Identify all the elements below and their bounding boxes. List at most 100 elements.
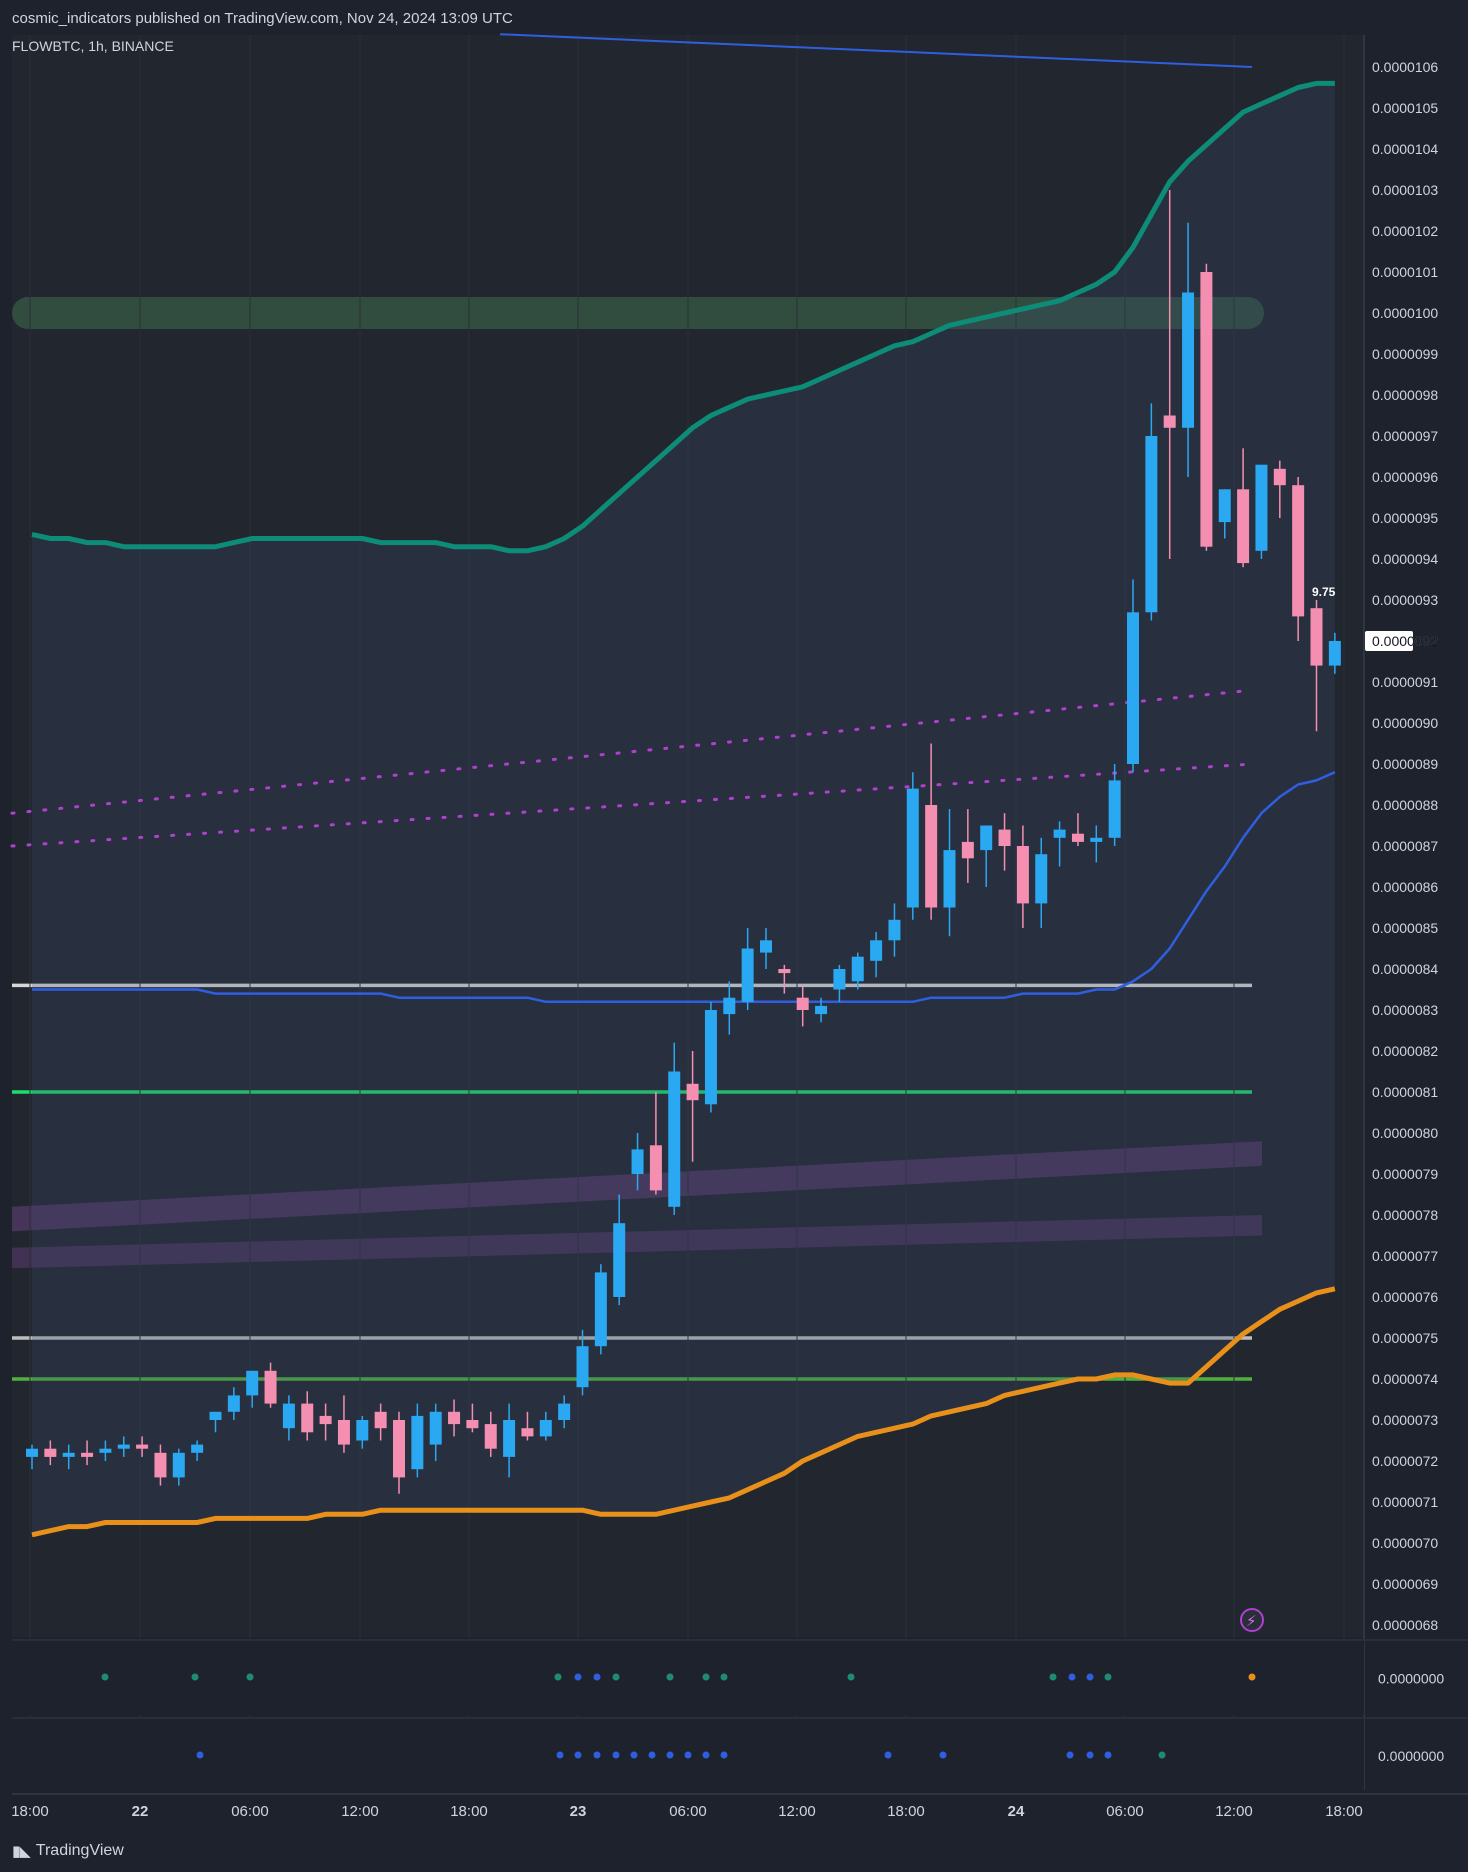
candle [1255, 464, 1268, 559]
price-tick-label: 0.0000103 [1372, 182, 1438, 198]
candle-body [704, 1010, 717, 1105]
signal-dot-1 [246, 1673, 254, 1681]
signal-dot-1 [612, 1673, 620, 1681]
price-tick-label: 0.0000081 [1372, 1084, 1438, 1100]
candle-body [723, 997, 736, 1015]
candle-body [1273, 468, 1286, 486]
signal-dot-1 [666, 1673, 674, 1681]
candle-body [796, 997, 809, 1010]
candle-body [319, 1415, 332, 1425]
candle-body [264, 1370, 277, 1404]
candle-body [1071, 833, 1084, 842]
candle-body [448, 1411, 461, 1425]
candle [888, 903, 901, 957]
candle-body [117, 1444, 130, 1449]
candle-body [1292, 485, 1305, 617]
candle [1053, 821, 1066, 867]
time-tick-label: 12:00 [341, 1803, 379, 1820]
candle-body [411, 1415, 424, 1470]
time-tick-label: 06:00 [1106, 1803, 1144, 1820]
candle-body [1255, 464, 1268, 551]
price-tick-label: 0.0000071 [1372, 1494, 1438, 1510]
price-tick-label: 0.0000076 [1372, 1289, 1438, 1305]
candle-body [26, 1448, 38, 1457]
candle [1310, 600, 1323, 732]
price-tick-label: 0.0000078 [1372, 1207, 1438, 1223]
candle-body [778, 969, 791, 974]
candle-body [191, 1444, 204, 1453]
signal-dot-1 [191, 1673, 199, 1681]
candle-body [1328, 641, 1341, 666]
purple-zone-lower [12, 1215, 1262, 1269]
price-axis[interactable]: 0.0000106 0.0000105 0.0000104 0.0000103 0.00… [1240, 35, 1438, 1790]
candle [943, 809, 956, 937]
candle-body [246, 1370, 259, 1396]
signal-dot-1 [1104, 1673, 1112, 1681]
candle [851, 952, 864, 990]
candle [613, 1194, 626, 1306]
signal-dot-2 [1158, 1751, 1166, 1759]
candle [998, 813, 1011, 871]
purple-dotted-lower [10, 762, 1254, 848]
candle [815, 997, 828, 1023]
price-tick-label: 0.0000088 [1372, 797, 1438, 813]
candle [319, 1403, 332, 1441]
candle [209, 1411, 222, 1433]
time-tick-label: 23 [570, 1803, 587, 1820]
candle [227, 1387, 240, 1420]
time-axis[interactable]: 18:00 22 06:00 12:00 18:00 23 06:00 12:00 18:00 2… [11, 1793, 1468, 1820]
price-tick-label: 0.0000106 [1372, 59, 1438, 75]
candle-body [1090, 837, 1103, 842]
price-tick-label: 0.0000091 [1372, 674, 1438, 690]
candle [649, 1092, 662, 1195]
candle [1108, 764, 1121, 846]
candle [1292, 477, 1305, 641]
candle [81, 1440, 94, 1466]
price-tick-label: 0.0000072 [1372, 1453, 1438, 1469]
price-tick-label: 0.0000069 [1372, 1576, 1438, 1592]
candle [1035, 837, 1048, 928]
candle-body [374, 1411, 387, 1429]
candle-body [1200, 272, 1213, 547]
signal-dot-1 [702, 1673, 710, 1681]
price-tick-label: 0.0000084 [1372, 961, 1438, 977]
candle-body [1035, 854, 1048, 904]
candle [1218, 489, 1231, 539]
signal-dot-1 [574, 1673, 582, 1681]
support-zone-0 [12, 297, 1264, 329]
candle-body [44, 1448, 57, 1457]
candle-body [631, 1149, 644, 1174]
lightning-icon [1240, 1608, 1264, 1632]
candle [246, 1370, 259, 1408]
candle-body [741, 948, 754, 1002]
candle-body [576, 1346, 589, 1388]
price-tick-label: 0.0000090 [1372, 715, 1438, 731]
candle [264, 1362, 277, 1408]
signal-dot-1 [1086, 1673, 1094, 1681]
candle-body [466, 1420, 479, 1429]
candle [154, 1444, 167, 1486]
candle [980, 825, 993, 887]
signal-dot-2 [556, 1751, 564, 1759]
candle [44, 1440, 57, 1466]
candles-layer[interactable] [26, 190, 1341, 1494]
blue-mid-band [32, 771, 1336, 1004]
price-tick-label: 0.0000105 [1372, 100, 1438, 116]
price-tick-label: 0.0000098 [1372, 387, 1438, 403]
candle-body [209, 1411, 222, 1420]
candle-body [558, 1403, 571, 1420]
price-tick-label: 0.0000074 [1372, 1371, 1438, 1387]
candle-body [1145, 436, 1158, 613]
candle-body [154, 1452, 167, 1478]
lightning-glyph: ⚡ [1246, 1612, 1257, 1630]
signal-dot-2 [593, 1751, 601, 1759]
price-tick-label: 0.0000075 [1372, 1330, 1438, 1346]
candle-body [1016, 846, 1029, 904]
candle-body [925, 805, 938, 908]
candle [1163, 190, 1176, 559]
candle-body [356, 1420, 369, 1441]
price-tick-label: 0.0000096 [1372, 469, 1438, 485]
candle [1200, 263, 1213, 551]
candle [925, 743, 938, 920]
signal-dot-2 [612, 1751, 620, 1759]
